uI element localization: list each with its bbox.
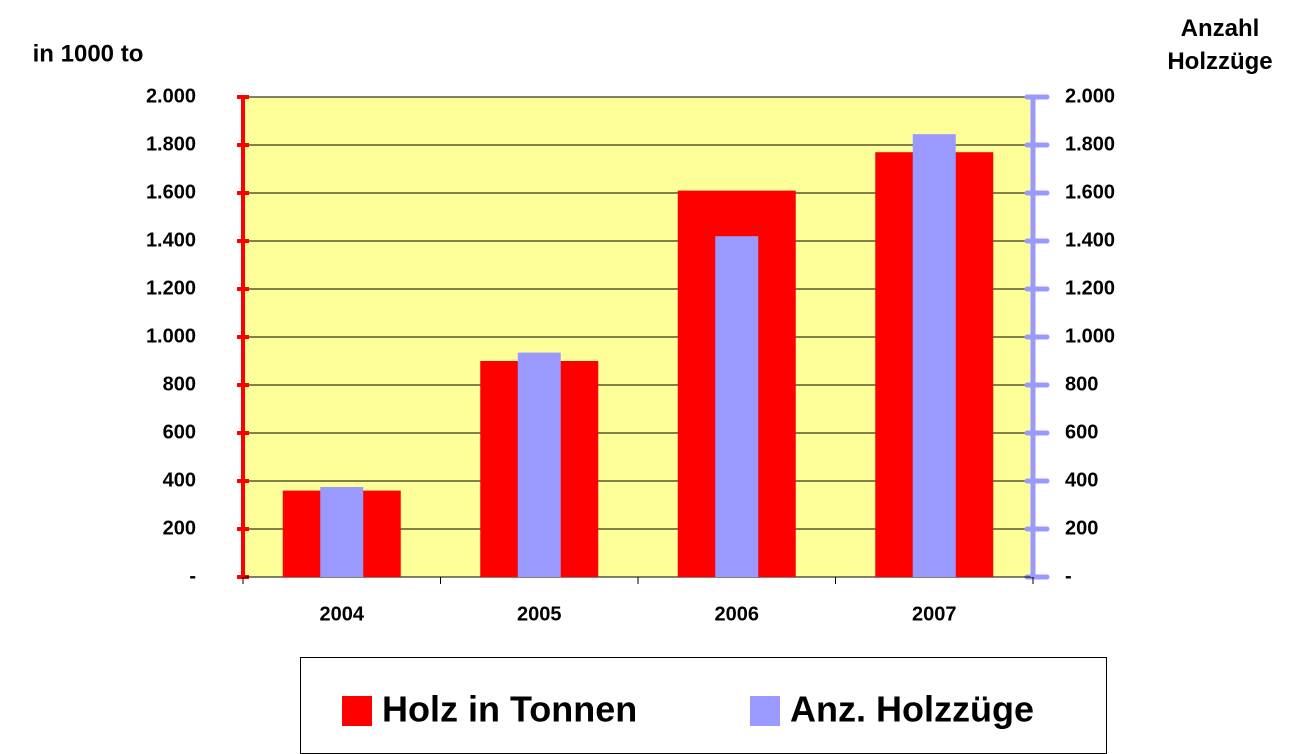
legend-swatch — [342, 696, 372, 726]
y-tick-label: 800 — [163, 373, 196, 395]
x-tick-label: 2004 — [320, 603, 365, 625]
y-tick-label: 1.800 — [146, 133, 196, 155]
x-tick-label: 2005 — [517, 603, 562, 625]
y-tick-label: 1.400 — [146, 229, 196, 251]
y2-tick-label: 800 — [1065, 373, 1098, 395]
bar — [715, 236, 759, 577]
bar — [320, 487, 364, 577]
legend-box — [300, 657, 1107, 754]
y2-tick-label: 400 — [1065, 469, 1098, 491]
y2-tick-label: 1.600 — [1065, 181, 1115, 203]
y-tick-label: 600 — [163, 421, 196, 443]
y-tick-label: 1.200 — [146, 277, 196, 299]
y-tick-label: 1.600 — [146, 181, 196, 203]
legend-label: Holz in Tonnen — [382, 689, 637, 730]
y2-tick-label: 1.200 — [1065, 277, 1115, 299]
y2-tick-label: 2.000 — [1065, 85, 1115, 107]
y-tick-label: 2.000 — [146, 85, 196, 107]
x-tick-label: 2006 — [715, 603, 760, 625]
y-axis-label: in 1000 to — [33, 40, 144, 67]
y-tick-label: 400 — [163, 469, 196, 491]
bar — [912, 134, 956, 577]
y2-axis-label: Anzahl Holzzüge — [1167, 15, 1273, 75]
y2-tick-label: 200 — [1065, 517, 1098, 539]
legend-label: Anz. Holzzüge — [790, 689, 1034, 730]
x-tick-label: 2007 — [912, 603, 957, 625]
y2-tick-label: 600 — [1065, 421, 1098, 443]
y2-tick-label: 1.000 — [1065, 325, 1115, 347]
y-tick-label: 200 — [163, 517, 196, 539]
y-tick-label: 1.000 — [146, 325, 196, 347]
y2-tick-label: 1.400 — [1065, 229, 1115, 251]
bar — [517, 352, 561, 577]
legend-swatch — [750, 696, 780, 726]
y2-tick-label: 1.800 — [1065, 133, 1115, 155]
y2-tick-label: - — [1065, 565, 1072, 587]
y-tick-label: - — [189, 565, 196, 587]
